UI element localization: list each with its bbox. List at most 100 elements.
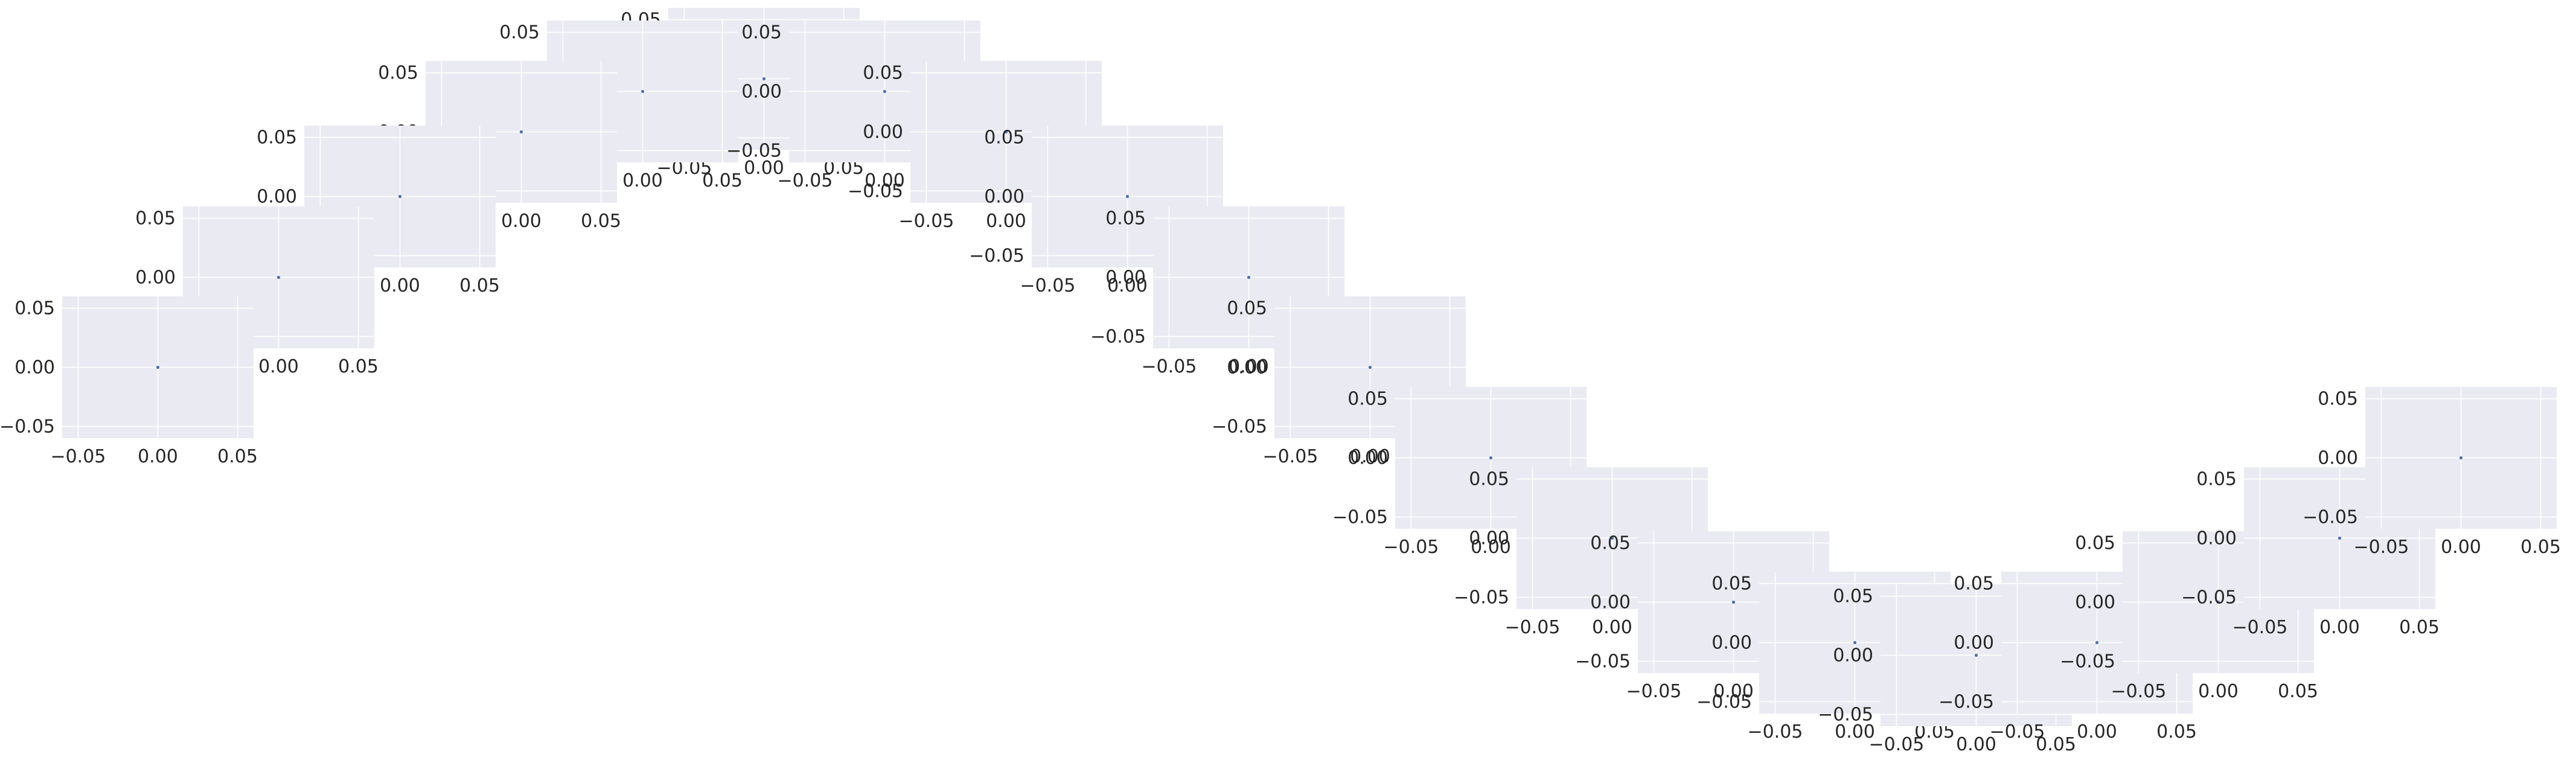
y-tick-label: −0.05: [1696, 691, 1752, 712]
x-tick-label: 0.00: [1471, 537, 1511, 558]
data-point: [1610, 536, 1614, 540]
x-tick-label: 0.00: [2441, 537, 2481, 558]
y-tick-label: 0.05: [1590, 533, 1631, 554]
x-tick-label: −0.05: [1626, 681, 1681, 702]
y-tick-label: 0.00: [1105, 267, 1146, 289]
y-tick-label: −0.05: [2303, 506, 2358, 528]
x-tick-label: 0.00: [865, 170, 905, 191]
y-tick-label: 0.05: [257, 127, 297, 148]
y-tick-label: 0.00: [1590, 592, 1631, 613]
x-tick-label: 0.05: [581, 211, 621, 232]
x-tick-label: −0.05: [2111, 681, 2166, 702]
x-tick-label: −0.05: [1868, 734, 1924, 755]
y-tick-label: 0.05: [741, 22, 782, 43]
data-point: [2095, 640, 2099, 645]
x-tick-label: 0.00: [986, 211, 1026, 232]
y-tick-label: −0.05: [1818, 704, 1873, 725]
x-tick-label: 0.05: [2399, 617, 2440, 638]
x-tick-label: −0.05: [2232, 617, 2287, 638]
subplot-20: −0.05 0.00 0.05 −0.05 0.00 0.05: [2303, 387, 2561, 558]
data-point: [1974, 653, 1978, 657]
y-tick-label: 0.05: [1105, 208, 1146, 229]
y-tick-label: 0.05: [984, 127, 1024, 148]
x-tick-label: 0.05: [2520, 537, 2561, 558]
data-point: [1731, 600, 1736, 604]
x-tick-label: 0.00: [622, 170, 663, 191]
x-tick-label: 0.00: [744, 158, 784, 179]
y-tick-label: 0.00: [1711, 633, 1752, 654]
y-tick-label: 0.05: [1347, 389, 1388, 410]
y-tick-label: 0.00: [863, 122, 903, 143]
x-tick-label: 0.00: [2077, 721, 2117, 742]
x-tick-label: 0.00: [258, 356, 299, 377]
x-tick-label: 0.00: [1713, 681, 1754, 702]
x-tick-label: 0.05: [702, 170, 743, 191]
y-tick-label: 0.00: [2075, 592, 2115, 613]
x-tick-label: −0.05: [1262, 446, 1318, 467]
data-point: [276, 275, 281, 279]
data-point: [1125, 194, 1130, 199]
x-tick-label: 0.00: [1956, 734, 1996, 755]
y-tick-label: 0.00: [741, 81, 782, 103]
y-tick-label: 0.00: [257, 187, 297, 208]
x-tick-label: −0.05: [1020, 275, 1075, 296]
y-tick-label: 0.00: [135, 267, 176, 289]
y-tick-label: −0.05: [0, 416, 55, 437]
data-point: [2459, 456, 2463, 460]
y-tick-label: 0.05: [2196, 469, 2237, 490]
data-point: [883, 89, 887, 94]
x-tick-label: 0.00: [1592, 617, 1632, 638]
y-tick-label: 0.00: [1227, 357, 1267, 378]
y-tick-label: 0.05: [1954, 573, 1994, 595]
data-point: [1853, 640, 1857, 645]
x-tick-label: 0.00: [138, 446, 178, 467]
y-tick-label: 0.05: [499, 22, 540, 43]
x-tick-label: −0.05: [50, 446, 106, 467]
x-tick-label: 0.00: [1107, 275, 1148, 296]
y-tick-label: 0.05: [1711, 573, 1752, 595]
x-tick-label: 0.00: [2198, 681, 2239, 702]
data-point: [1247, 275, 1251, 279]
data-point: [2338, 536, 2342, 540]
y-tick-label: −0.05: [848, 180, 903, 202]
x-tick-label: 0.05: [2278, 681, 2318, 702]
y-tick-label: 0.00: [2196, 528, 2237, 549]
y-tick-label: −0.05: [1454, 587, 1509, 608]
subplot-1: −0.05 0.00 0.05 −0.05 0.00 0.05: [0, 296, 258, 467]
y-tick-label: −0.05: [1090, 326, 1146, 347]
y-tick-label: 0.05: [2075, 533, 2115, 554]
data-point: [2216, 600, 2220, 604]
data-point: [1489, 456, 1493, 460]
y-tick-label: 0.05: [863, 63, 903, 84]
data-point: [398, 194, 402, 199]
x-tick-label: −0.05: [1141, 356, 1197, 377]
x-tick-label: −0.05: [898, 211, 954, 232]
y-tick-label: 0.00: [1469, 528, 1509, 549]
y-tick-label: 0.05: [2318, 389, 2358, 410]
x-tick-label: 0.05: [459, 275, 500, 296]
x-tick-label: 0.00: [2319, 617, 2360, 638]
y-tick-label: 0.00: [1954, 633, 1994, 654]
x-tick-label: −0.05: [1989, 721, 2045, 742]
y-tick-label: −0.05: [2181, 587, 2237, 608]
y-tick-label: 0.05: [135, 208, 176, 229]
y-tick-label: 0.05: [14, 298, 55, 319]
y-tick-label: 0.05: [1833, 586, 1873, 607]
panel-group: −0.050.000.05−0.050.000.05−0.050.000.05−…: [0, 8, 2561, 755]
data-point: [762, 77, 766, 81]
x-tick-label: 0.00: [380, 275, 420, 296]
y-tick-label: 0.05: [1227, 298, 1267, 319]
x-tick-label: 0.05: [338, 356, 379, 377]
y-tick-label: 0.00: [14, 357, 55, 378]
x-tick-label: 0.00: [1835, 721, 1875, 742]
y-tick-label: 0.05: [378, 63, 418, 84]
y-tick-label: −0.05: [1575, 651, 1631, 672]
x-tick-label: 0.00: [501, 211, 542, 232]
data-point: [641, 89, 645, 94]
y-tick-label: −0.05: [969, 245, 1024, 266]
y-tick-label: −0.05: [1938, 691, 1994, 712]
data-point: [1004, 130, 1008, 134]
y-tick-label: −0.05: [726, 140, 782, 161]
x-tick-label: 0.05: [2036, 734, 2076, 755]
